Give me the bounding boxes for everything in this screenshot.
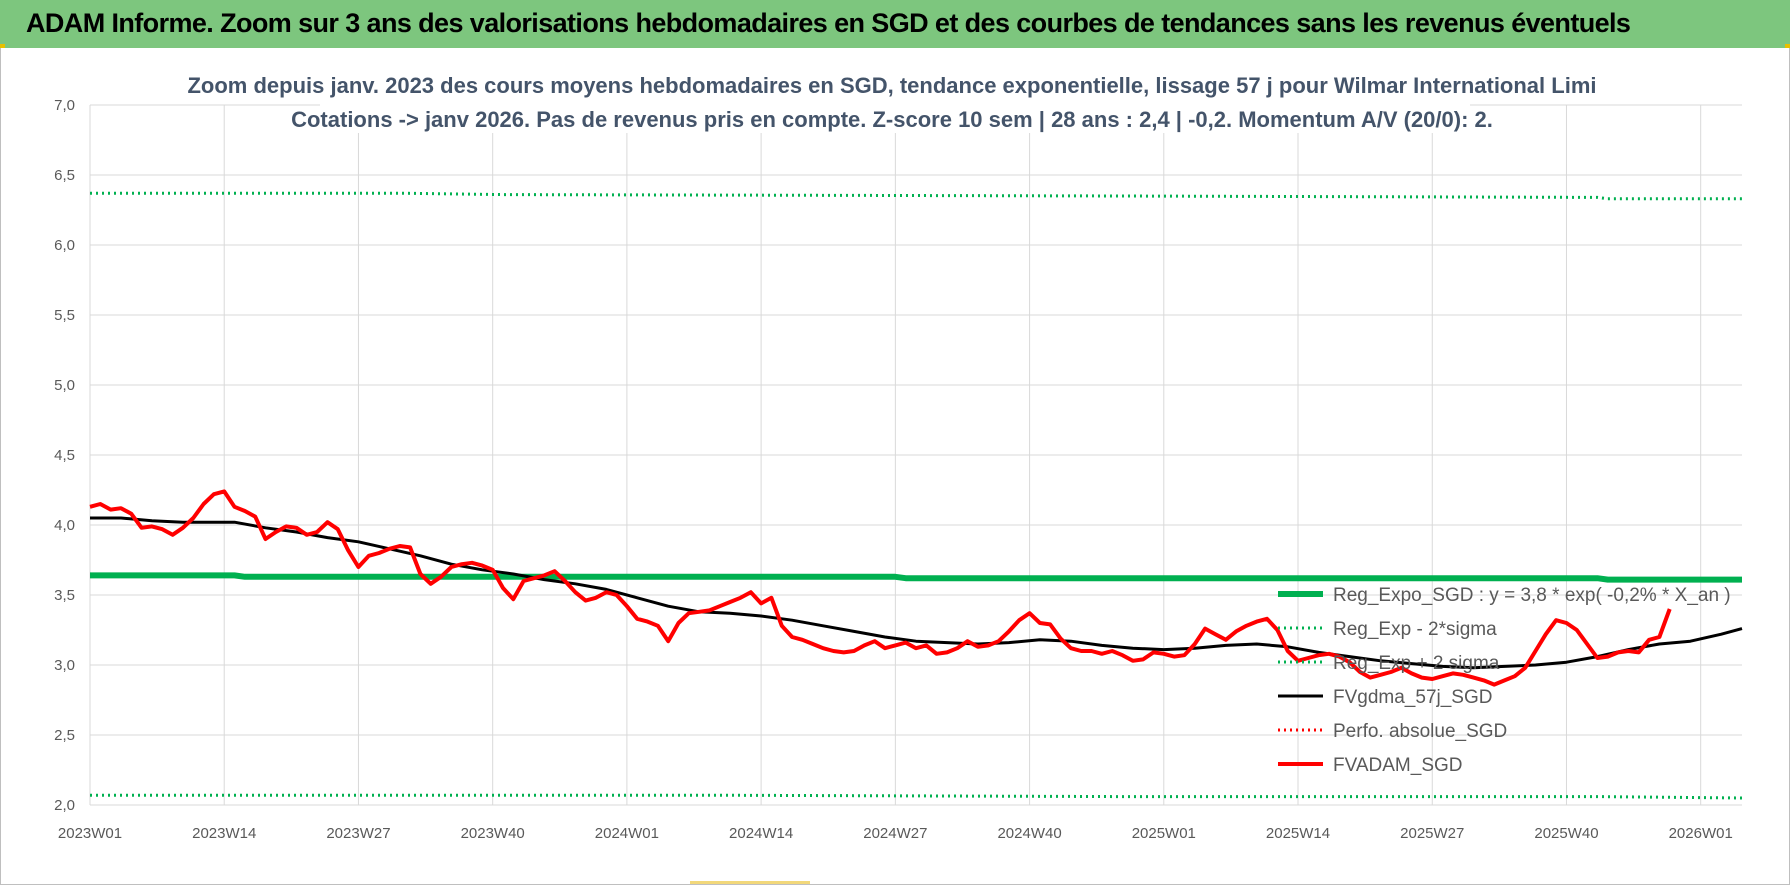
x-tick-label: 2023W27 xyxy=(326,825,390,842)
chart-title-bg xyxy=(247,70,1537,100)
x-tick-label: 2023W14 xyxy=(192,825,256,842)
chart-title: Zoom depuis janv. 2023 des cours moyens … xyxy=(187,70,1597,133)
chart-legend: Reg_Expo_SGD : y = 3,8 * exp( -0,2% * X_… xyxy=(1278,585,1731,776)
x-tick-label: 2024W01 xyxy=(595,825,659,842)
y-tick-label: 2,0 xyxy=(54,797,75,814)
x-tick-label: 2025W40 xyxy=(1534,825,1598,842)
chart-title-line-2: Cotations -> janv 2026. Pas de revenus p… xyxy=(291,107,1493,132)
x-tick-label: 2025W01 xyxy=(1132,825,1196,842)
series-line-1 xyxy=(90,793,1743,800)
corner-marker xyxy=(1785,44,1790,49)
legend-label-4: Perfo. absolue_SGD xyxy=(1333,721,1507,742)
y-tick-label: 3,0 xyxy=(54,657,75,674)
x-tick-label: 2026W01 xyxy=(1669,825,1733,842)
x-tick-label: 2025W14 xyxy=(1266,825,1330,842)
y-tick-label: 4,0 xyxy=(54,517,75,534)
y-tick-label: 5,5 xyxy=(54,307,75,324)
legend-label-3: FVgdma_57j_SGD xyxy=(1333,687,1492,708)
series-line-0 xyxy=(90,572,1742,583)
x-tick-label: 2023W01 xyxy=(58,825,122,842)
chart-grid xyxy=(89,104,1742,806)
chart-title-line-1: Zoom depuis janv. 2023 des cours moyens … xyxy=(187,73,1596,98)
x-tick-label: 2024W27 xyxy=(863,825,927,842)
series-line-5 xyxy=(89,489,1672,687)
x-tick-label: 2023W40 xyxy=(461,825,525,842)
report-title: ADAM Informe. Zoom sur 3 ans des valoris… xyxy=(26,8,1631,38)
chart-series xyxy=(89,191,1743,800)
legend-label-5: FVADAM_SGD xyxy=(1333,755,1463,776)
series-line-2 xyxy=(90,191,1742,201)
y-tick-label: 4,5 xyxy=(54,447,75,464)
y-tick-label: 5,0 xyxy=(54,377,75,394)
y-tick-label: 2,5 xyxy=(54,727,75,744)
corner-marker xyxy=(0,44,5,49)
chart-resize-handle xyxy=(690,881,810,884)
y-tick-label: 6,5 xyxy=(54,167,75,184)
y-tick-label: 6,0 xyxy=(54,237,75,254)
series-line-3 xyxy=(90,516,1743,670)
x-tick-label: 2024W14 xyxy=(729,825,793,842)
chart-ticks: 7,0 6,5 6,0 5,5 5,0 4,5 4,0 3,5 3,0 2,5 2,0 2023W01… xyxy=(54,97,1733,842)
y-tick-label: 7,0 xyxy=(54,97,75,114)
report-banner: ADAM Informe. Zoom sur 3 ans des valoris… xyxy=(0,0,1790,49)
chart-title-bg xyxy=(320,103,1470,133)
legend-label-0: Reg_Expo_SGD : y = 3,8 * exp( -0,2% * X_… xyxy=(1333,585,1731,606)
legend-label-1: Reg_Exp - 2*sigma xyxy=(1333,619,1497,640)
x-tick-label: 2025W27 xyxy=(1400,825,1464,842)
legend-label-2: Reg_Exp + 2 sigma xyxy=(1333,653,1500,674)
y-tick-label: 3,5 xyxy=(54,587,75,604)
x-tick-label: 2024W40 xyxy=(997,825,1061,842)
